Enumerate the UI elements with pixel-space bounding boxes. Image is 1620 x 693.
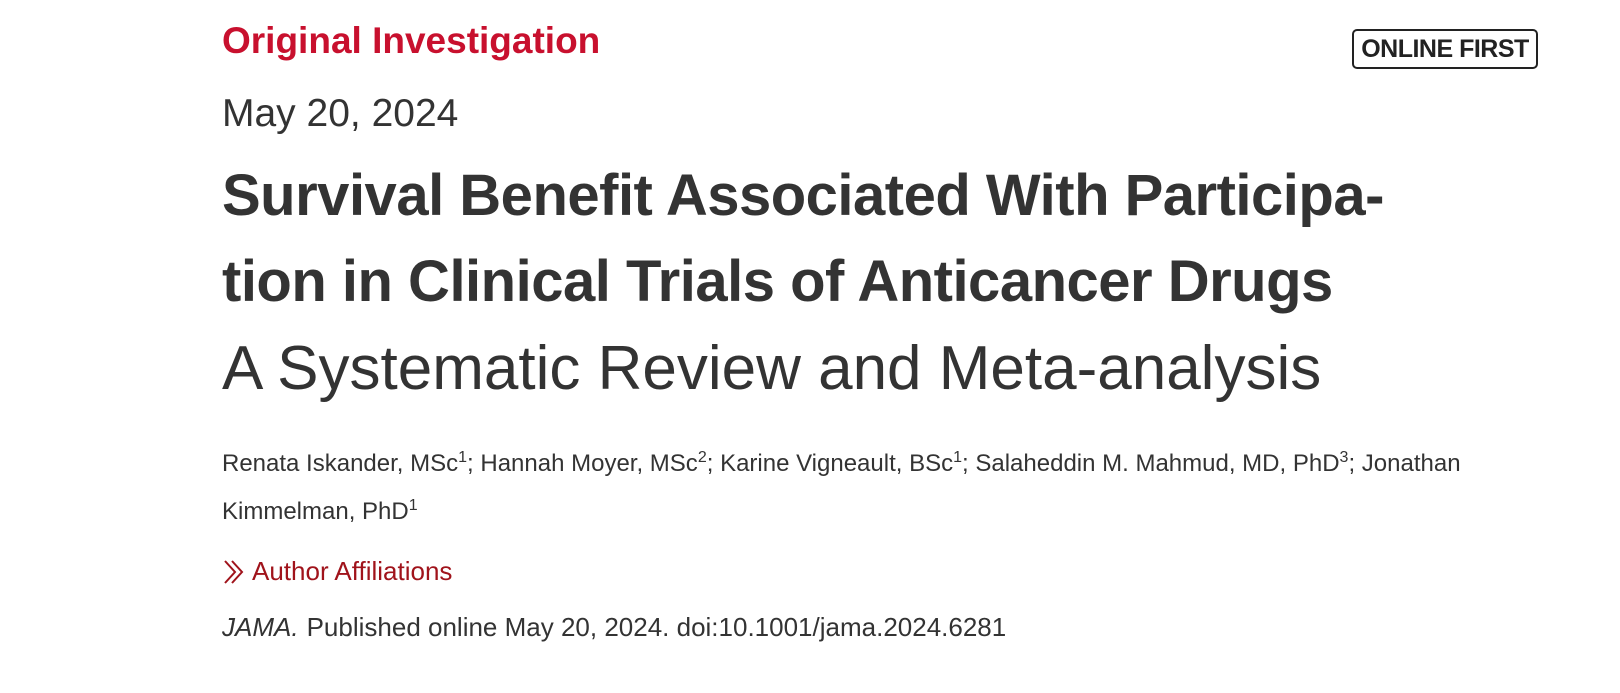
author: Karine Vigneault, BSc1; [720, 449, 969, 478]
author-name: Karine Vigneault, BSc [720, 450, 954, 477]
title-line: Survival Benefit Associated With Partici… [222, 163, 1384, 228]
date: May 20, 2024 [222, 92, 459, 135]
article-type: Original Investigation [222, 20, 601, 61]
author-name: Hannah Moyer, MSc [480, 450, 698, 477]
separator: ; [706, 450, 714, 477]
citation-text: Published online May 20, 2024. doi:10.10… [306, 612, 1007, 642]
journal: JAMA. [222, 612, 299, 642]
affiliations-text[interactable]: Author Affiliations [252, 556, 453, 586]
affiliation-number: 1 [953, 449, 963, 466]
affiliation-number: 1 [408, 497, 418, 514]
author-name: Salaheddin M. Mahmud, MD, PhD [975, 450, 1340, 477]
affiliation-number: 2 [697, 449, 707, 466]
affiliation-number: 3 [1339, 449, 1349, 466]
author: Renata Iskander, MSc1; [222, 449, 474, 478]
author: Hannah Moyer, MSc2; [480, 449, 714, 478]
subtitle: A Systematic Review and Meta-analysis [222, 334, 1322, 403]
authors: Renata Iskander, MSc1; Hannah Moyer, MSc… [222, 440, 1512, 536]
author: Jonathan Kimmelman, PhD1 [222, 450, 1461, 525]
author-name: Jonathan Kimmelman, PhD [222, 450, 1461, 525]
separator: ; [1348, 450, 1356, 477]
separator: ; [962, 450, 969, 477]
author: Salaheddin M. Mahmud, MD, PhD3; [975, 449, 1356, 478]
title-line: tion in Clinical Trials of Anticancer Dr… [222, 249, 1333, 314]
affiliation-number: 1 [458, 449, 468, 466]
author-name: Renata Iskander, MSc [222, 450, 459, 477]
online-first-badge: ONLINE FIRST [1352, 29, 1538, 69]
citation: JAMA. Published online May 20, 2024. doi:… [222, 612, 1006, 643]
affiliations-link[interactable]: Author Affiliations [222, 556, 452, 587]
separator: ; [467, 450, 474, 477]
chevron-icon [224, 559, 244, 584]
